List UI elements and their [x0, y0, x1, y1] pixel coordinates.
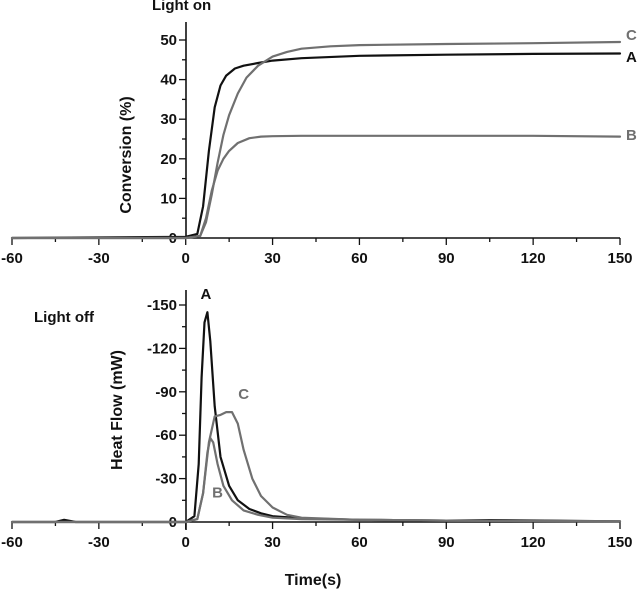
bottom-x-tick-label: 60: [351, 534, 368, 551]
bottom-annotation: Light off: [34, 309, 95, 326]
series-label-c-bottom: C: [238, 386, 249, 403]
top-y-tick-label: 50: [160, 32, 177, 49]
top-y-tick-label: 40: [160, 72, 177, 89]
conversion-panel: Light on Conversion (%) -60 -30 0 30 60 90 120…: [1, 0, 637, 267]
bottom-y-tick-label: -150: [147, 297, 177, 314]
top-series-c-line: [10, 40, 622, 240]
heat-flow-panel: Light off Heat Flow (mW) Time(s) -60 -30 0…: [1, 286, 632, 589]
bottom-x-tick-label: 150: [607, 534, 632, 551]
bottom-series-c-line: [10, 411, 622, 524]
top-annotation: Light on: [152, 0, 211, 14]
top-series-b-line: [10, 134, 622, 240]
bottom-x-tick-label: 0: [182, 534, 190, 551]
bottom-x-tick-label: 120: [521, 534, 546, 551]
bottom-x-tick-label: -60: [1, 534, 23, 551]
top-x-tick-label: -30: [88, 250, 110, 267]
bottom-y-axis-title: Heat Flow (mW): [109, 350, 126, 470]
bottom-x-ticks: -60 -30 0 30 60 90 120 150: [1, 522, 633, 551]
bottom-series-b-line: [10, 437, 622, 524]
series-label-b-bottom: B: [212, 484, 223, 501]
bottom-y-tick-label: -60: [155, 427, 177, 444]
top-y-axis-title: Conversion (%): [118, 96, 135, 213]
bottom-y-tick-label: -120: [147, 340, 177, 357]
bottom-x-tick-label: 90: [438, 534, 455, 551]
bottom-y-tick-label: -90: [155, 384, 177, 401]
top-y-tick-label: 30: [160, 111, 177, 128]
top-x-tick-label: 120: [521, 250, 546, 267]
top-x-tick-label: -60: [1, 250, 23, 267]
bottom-x-tick-label: -30: [88, 534, 110, 551]
bottom-series-group: [10, 311, 622, 524]
bottom-x-tick-label: 30: [264, 534, 281, 551]
bottom-y-ticks: 0-30-60-90-120-150: [147, 297, 186, 531]
bottom-series-labels: A B C: [201, 286, 250, 501]
top-series-a-line: [10, 52, 622, 240]
bottom-y-tick-label: -30: [155, 471, 177, 488]
series-label-a-bottom: A: [201, 286, 212, 303]
top-y-tick-label: 20: [160, 151, 177, 168]
series-label-c-top: C: [626, 27, 637, 44]
series-label-b-top: B: [626, 127, 637, 144]
top-x-tick-label: 60: [351, 250, 368, 267]
top-series-group: [10, 40, 622, 240]
series-label-a-top: A: [626, 49, 637, 66]
top-x-tick-label: 150: [607, 250, 632, 267]
bottom-series-a-line: [10, 311, 622, 524]
bottom-x-axis-title: Time(s): [285, 572, 342, 589]
top-y-tick-label: 10: [160, 190, 177, 207]
top-x-tick-label: 0: [182, 250, 190, 267]
top-x-tick-label: 90: [438, 250, 455, 267]
top-x-tick-label: 30: [264, 250, 281, 267]
top-x-ticks: -60 -30 0 30 60 90 120 150: [1, 238, 633, 267]
